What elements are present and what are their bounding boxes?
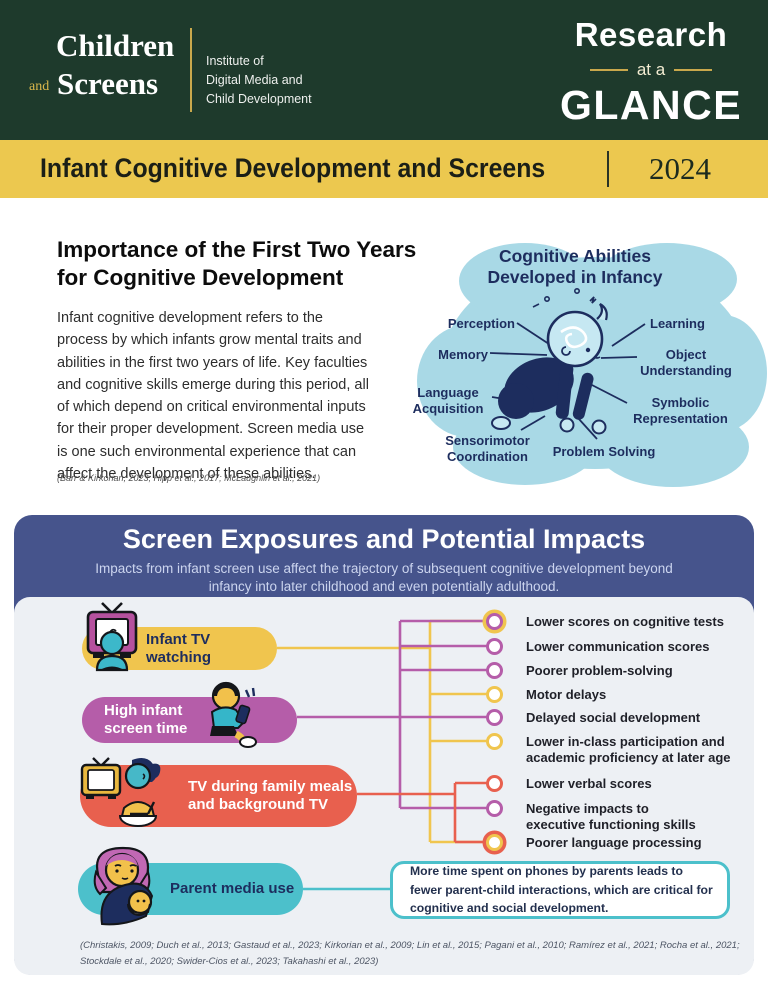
outcome-label: Lower in-class participation and academi… (526, 734, 731, 765)
outcome-label: Delayed social development (526, 710, 701, 725)
institute-line-3: Child Development (206, 92, 312, 106)
banner-divider (607, 151, 609, 187)
cognitive-abilities-cloud (417, 243, 767, 487)
intro-citation: (Barr & Kirkorian, 2023; Hipp et al., 20… (57, 473, 321, 483)
baby-illustration (491, 287, 608, 435)
institute-line-2: Digital Media and (206, 73, 303, 87)
badge-at-a: at a (636, 60, 666, 79)
outcome-row: Lower scores on cognitive tests (486, 613, 724, 630)
badge-glance: GLANCE (559, 82, 743, 128)
tv-baby-icon (86, 602, 138, 672)
parent-media-callout: More time spent on phones by parents lea… (390, 861, 730, 919)
outcome-label: Lower communication scores (526, 639, 710, 654)
outcome-label: Poorer language processing (526, 835, 702, 850)
ability-learning: Learning (650, 316, 705, 331)
exposure-label: TV during family meals and background TV (188, 778, 353, 813)
outcome-row: Negative impacts to executive functionin… (486, 800, 696, 832)
badge-at-a-row: at a (556, 60, 746, 80)
impacts-citation: (Christakis, 2009; Duch et al., 2013; Ga… (80, 940, 740, 967)
gold-dash-right (674, 69, 713, 71)
outcome-label: Lower verbal scores (526, 776, 652, 791)
research-at-a-glance-badge: Research at a GLANCE (556, 16, 746, 129)
child-phone-icon (210, 681, 257, 748)
outcome-label: Lower scores on cognitive tests (526, 614, 724, 629)
abilities-title-line2: Developed in Infancy (487, 267, 663, 287)
outcome-label: Negative impacts to executive functionin… (526, 801, 696, 832)
year-badge: 2024 (649, 151, 711, 186)
outcome-bullet (486, 709, 503, 726)
exposure-label: Infant TV watching (146, 630, 212, 666)
badge-research: Research (574, 16, 728, 53)
gold-dash-left (589, 69, 628, 71)
intro-paragraph: Infant cognitive development refers to t… (57, 310, 369, 483)
ability-symbolic-representation: Symbolic Representation (633, 395, 728, 426)
outcome-bullet (486, 775, 503, 792)
impacts-title: Screen Exposures and Potential Impacts (122, 524, 646, 554)
institute-line-1: Institute of (206, 54, 264, 68)
header: Children and Screens Institute of Digita… (0, 0, 768, 140)
page-title: Infant Cognitive Development and Screens (40, 153, 546, 183)
outcome-label: Poorer problem-solving (526, 663, 673, 678)
ability-object-understanding: Object Understanding (640, 347, 732, 378)
ability-problem-solving: Problem Solving (552, 444, 656, 459)
abilities-title: Cognitive Abilities Developed in Infancy (455, 246, 695, 288)
callout-text: More time spent on phones by parents lea… (410, 864, 713, 916)
title-banner: Infant Cognitive Development and Screens… (0, 140, 768, 198)
outcome-row: Poorer problem-solving (486, 662, 673, 679)
outcome-bullet (486, 834, 503, 851)
outcome-bullet (486, 662, 503, 679)
ability-language-acquisition: Language Acquisition (412, 385, 484, 416)
parent-baby-icon (93, 846, 154, 926)
outcome-row: Lower verbal scores (486, 775, 652, 792)
outcome-bullet (486, 800, 503, 817)
ability-connector-lines (489, 322, 646, 440)
outcome-bullet (486, 686, 503, 703)
section-heading-line2: for Cognitive Development (57, 265, 344, 290)
abilities-title-line1: Cognitive Abilities (498, 246, 651, 266)
outcome-bullet (486, 613, 503, 630)
outcome-label: Motor delays (526, 687, 607, 702)
outcome-row: Motor delays (486, 686, 606, 703)
impacts-subtitle: Impacts from infant screen use affect th… (95, 561, 673, 594)
outcome-bullet (486, 638, 503, 655)
exposure-high-screen-time: High infant screen time (82, 697, 297, 743)
outcome-row: Lower in-class participation and academi… (486, 733, 730, 765)
outcome-row: Delayed social development (486, 709, 700, 726)
exposure-label: Parent media use (170, 880, 295, 897)
logo-children: Children (56, 28, 175, 63)
ability-sensorimotor-coordination: Sensorimotor Coordination (445, 433, 530, 464)
exposure-label: High infant screen time (104, 702, 188, 737)
institute-name: Institute of Digital Media and Child Dev… (206, 52, 312, 109)
section-heading-line1: Importance of the First Two Years (57, 237, 417, 262)
ability-perception: Perception (447, 316, 515, 331)
outcome-bullet (486, 733, 503, 750)
ability-memory: Memory (438, 347, 488, 362)
tv-family-meal-icon (80, 757, 161, 827)
logo-divider (190, 28, 192, 112)
section-heading: Importance of the First Two Years for Co… (57, 236, 416, 292)
logo-and: and (29, 79, 50, 94)
outcome-row: Poorer language processing (486, 834, 702, 851)
outcome-row: Lower communication scores (486, 638, 710, 655)
logo-screens: Screens (57, 66, 159, 101)
